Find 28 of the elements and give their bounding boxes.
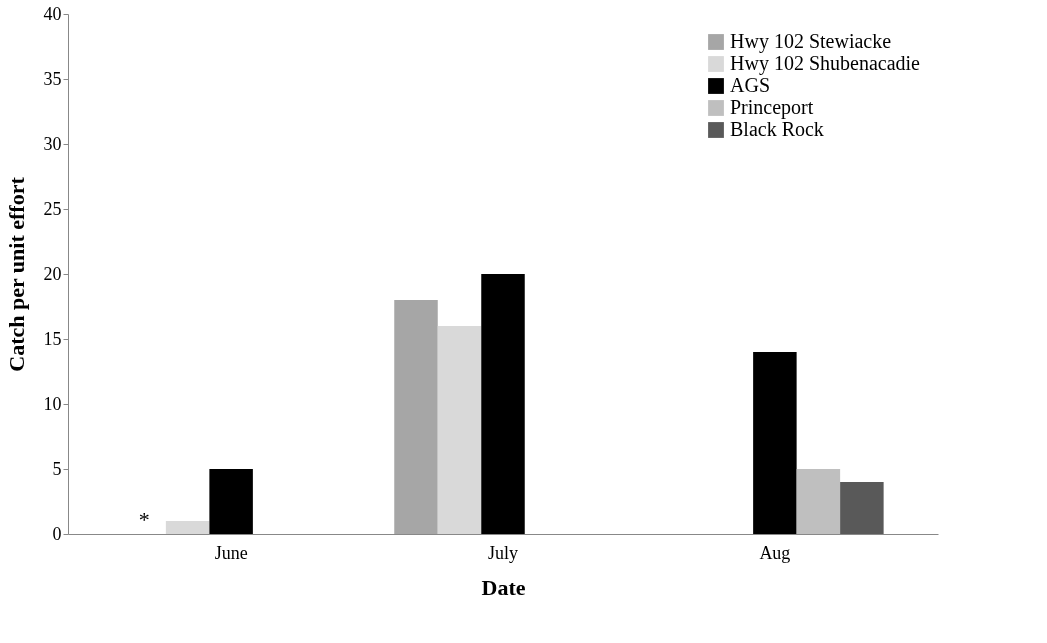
y-axis-title: Catch per unit effort: [3, 176, 29, 372]
bar: [481, 274, 525, 534]
y-tick-label: 25: [43, 198, 62, 219]
bar: [437, 326, 482, 534]
y-tick-label: 20: [43, 263, 62, 284]
y-tick-label: 35: [43, 68, 62, 89]
bar: [209, 469, 253, 534]
x-tick-label: July: [487, 542, 519, 563]
y-tick-label: 10: [43, 393, 62, 414]
y-tick-label: 30: [43, 133, 62, 154]
bar: [394, 300, 438, 534]
x-axis-title: Date: [481, 574, 526, 600]
legend-label: Princeport: [730, 96, 814, 119]
y-tick-label: 0: [52, 523, 62, 544]
bar: [796, 469, 841, 534]
legend-label: Hwy 102 Shubenacadie: [730, 52, 921, 75]
legend-label: Black Rock: [730, 118, 824, 140]
y-tick-label: 40: [43, 3, 62, 24]
legend-label: AGS: [730, 74, 771, 96]
y-tick-label: 15: [43, 328, 62, 349]
bar: [165, 521, 210, 534]
legend-label: Hwy 102 Stewiacke: [730, 30, 892, 53]
y-tick-label: 5: [52, 458, 62, 479]
x-tick-label: June: [214, 542, 248, 563]
x-tick-label: Aug: [759, 542, 791, 563]
annotation: *: [138, 507, 150, 532]
bar: [753, 352, 797, 534]
bar: [840, 482, 884, 534]
